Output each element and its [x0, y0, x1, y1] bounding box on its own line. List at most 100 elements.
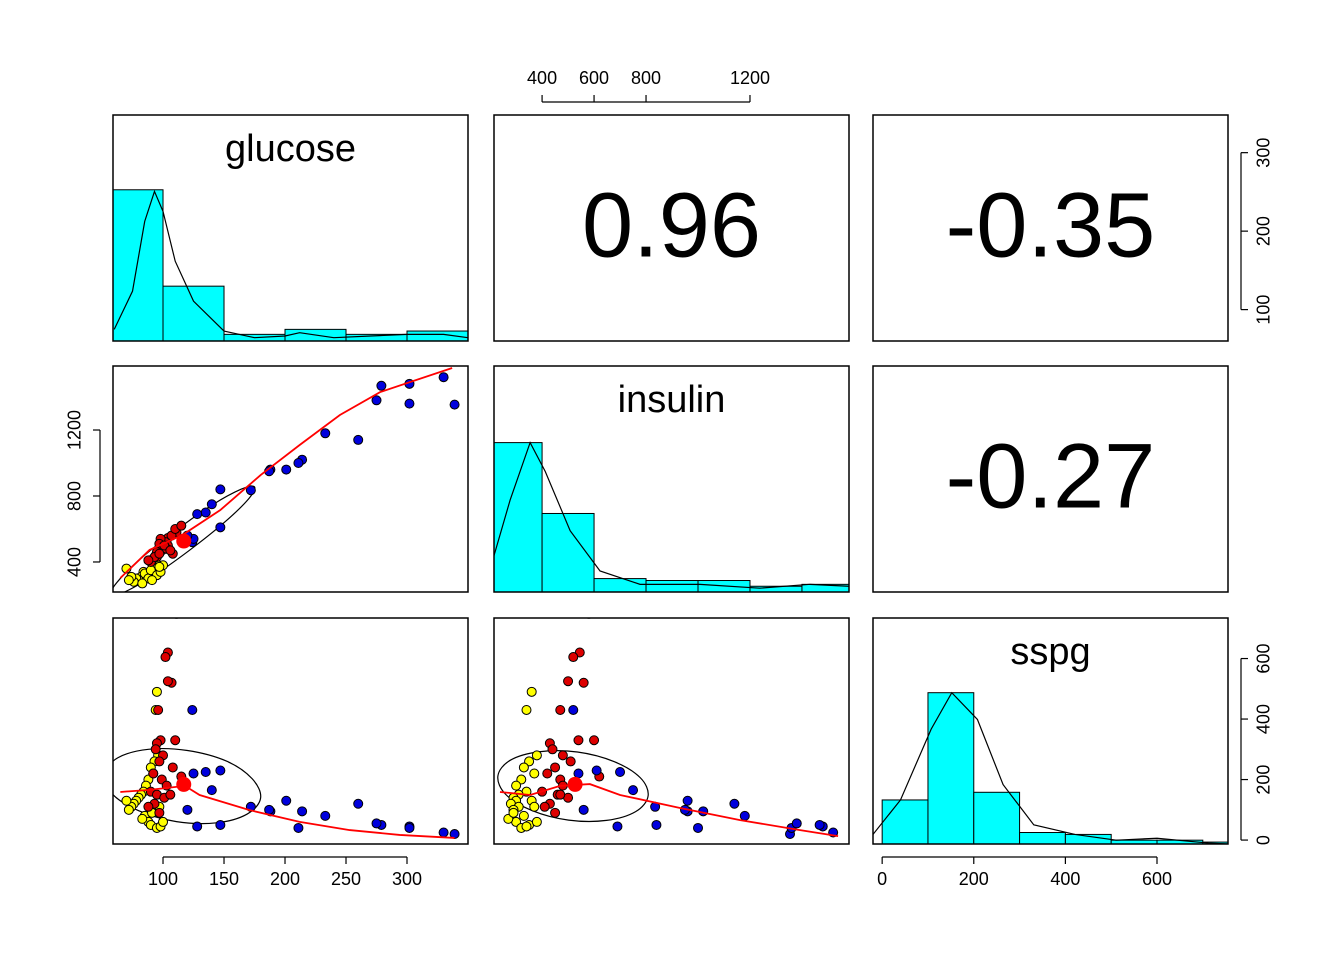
histogram-bar	[801, 583, 849, 592]
y-tick-label: 200	[1254, 765, 1274, 795]
data-point	[518, 762, 529, 773]
density-line	[873, 691, 1228, 844]
x-tick-label: 0	[877, 869, 887, 889]
data-point	[565, 756, 576, 767]
data-point	[542, 768, 553, 779]
data-point	[557, 750, 568, 761]
data-point	[215, 765, 226, 776]
data-point	[589, 735, 600, 746]
variable-name: insulin	[618, 379, 726, 421]
panel-frame	[112, 365, 469, 593]
data-point	[215, 522, 226, 533]
data-point	[143, 801, 154, 812]
data-point	[371, 395, 382, 406]
data-point	[182, 804, 193, 815]
data-point	[404, 822, 415, 833]
histogram-bar	[1019, 832, 1066, 844]
y-tick-label: 200	[1254, 216, 1274, 246]
histogram-bar	[927, 692, 975, 844]
data-point	[529, 801, 540, 812]
y-tick-label: 300	[1254, 138, 1274, 168]
panel-frame	[112, 617, 469, 845]
data-point	[154, 561, 165, 572]
data-point	[404, 398, 415, 409]
smooth-line	[499, 783, 839, 838]
panel	[494, 441, 849, 592]
data-point	[573, 768, 584, 779]
data-point	[123, 804, 134, 815]
data-point	[192, 821, 203, 832]
data-point	[615, 766, 626, 777]
data-point	[526, 686, 537, 697]
x-tick-label: 800	[631, 68, 661, 88]
panel-frame	[112, 114, 469, 342]
data-point	[281, 795, 292, 806]
x-tick-label: 100	[148, 869, 178, 889]
data-point	[511, 780, 522, 791]
panel	[873, 691, 1228, 844]
histogram-bar	[162, 285, 225, 341]
data-point	[215, 484, 226, 495]
data-point	[200, 766, 211, 777]
data-point	[521, 704, 532, 715]
data-point	[438, 372, 449, 383]
data-point	[353, 434, 364, 445]
density-line	[113, 189, 468, 339]
data-point	[791, 818, 802, 829]
x-tick-label: 400	[527, 68, 557, 88]
mean-point	[176, 776, 192, 792]
panel-frame	[493, 114, 850, 342]
data-point	[693, 822, 704, 833]
data-point	[449, 399, 460, 410]
data-point	[320, 810, 331, 821]
data-point	[215, 819, 226, 830]
panel	[113, 618, 460, 840]
y-tick-label: 400	[65, 547, 85, 577]
y-tick-label: 1200	[65, 410, 85, 450]
density-line	[494, 441, 849, 589]
variable-name: sspg	[1010, 631, 1090, 673]
x-tick-label: 150	[209, 869, 239, 889]
smooth-line	[120, 784, 455, 839]
data-point	[176, 520, 187, 531]
data-point	[206, 785, 217, 796]
panel-frame	[872, 365, 1229, 593]
data-point	[531, 750, 542, 761]
data-point	[148, 768, 159, 779]
data-point	[651, 819, 662, 830]
y-tick-label: 100	[1254, 295, 1274, 325]
correlation-value: -0.35	[946, 174, 1156, 276]
correlation-ellipse	[497, 750, 649, 823]
x-tick-label: 200	[270, 869, 300, 889]
data-point	[612, 821, 623, 832]
data-point	[518, 810, 529, 821]
data-point	[449, 829, 460, 840]
x-tick-label: 250	[331, 869, 361, 889]
data-point	[729, 798, 740, 809]
smooth-line	[119, 367, 453, 579]
histogram-bar	[881, 799, 929, 844]
data-point	[563, 676, 574, 687]
data-point	[682, 795, 693, 806]
data-point	[192, 509, 203, 520]
histogram-bar	[494, 442, 543, 592]
data-point	[293, 457, 304, 468]
x-tick-label: 1200	[730, 68, 770, 88]
data-point	[628, 785, 639, 796]
panel-frame	[872, 114, 1229, 342]
x-tick-label: 300	[392, 869, 422, 889]
panel-frame	[493, 617, 850, 845]
data-point	[160, 652, 171, 663]
data-point	[188, 768, 199, 779]
data-point	[245, 485, 256, 496]
data-point	[293, 822, 304, 833]
data-point	[151, 686, 162, 697]
x-tick-label: 600	[1142, 869, 1172, 889]
data-point	[200, 507, 211, 518]
data-point	[154, 548, 165, 559]
data-point	[739, 810, 750, 821]
x-tick-label: 400	[1050, 869, 1080, 889]
panel	[113, 189, 468, 341]
data-point	[320, 428, 331, 439]
